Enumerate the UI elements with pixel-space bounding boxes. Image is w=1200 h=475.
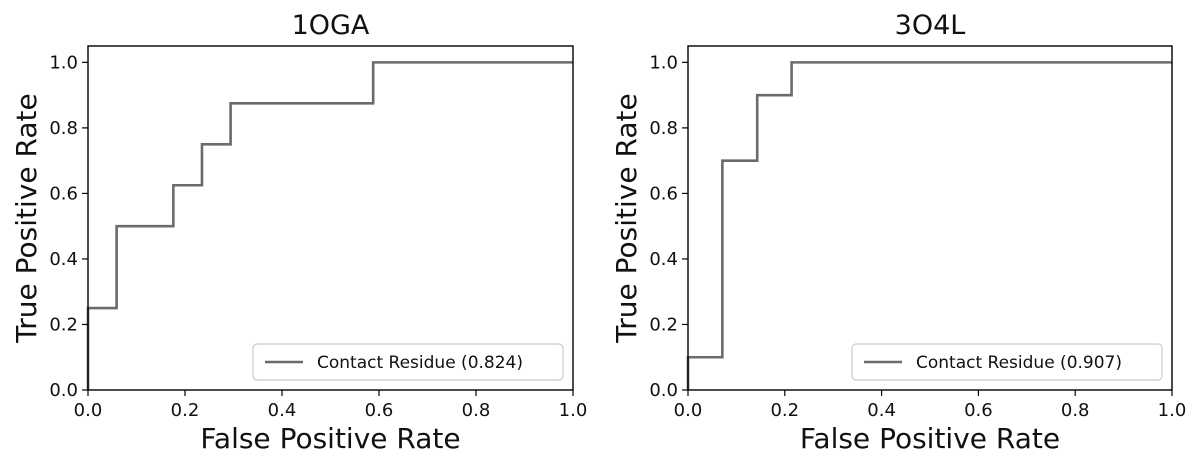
legend: Contact Residue (0.907) (851, 343, 1163, 381)
x-tick-label: 0.8 (462, 400, 491, 421)
x-tick-label: 0.4 (268, 400, 297, 421)
y-tick-label: 0.8 (649, 118, 678, 139)
roc-panel-3o4l: 3O4L 0.0 0.2 0.4 0.6 0.8 1.0 0.0 0.2 0.4 0.6 0.8 1.0… (610, 10, 1186, 455)
series-line-0 (686, 61, 1172, 390)
y-tick-label: 0.0 (49, 380, 78, 401)
legend-box (252, 343, 564, 381)
y-tick-label: 0.0 (649, 380, 678, 401)
legend: Contact Residue (0.824) (252, 343, 564, 381)
y-axis-label: True Positive Rate (10, 93, 43, 343)
series-line-0 (86, 61, 573, 390)
y-tick-label: 0.8 (49, 118, 78, 139)
y-tick-label: 0.2 (649, 314, 678, 335)
legend-label: Contact Residue (0.824) (317, 353, 523, 373)
x-axis-label: False Positive Rate (800, 422, 1060, 455)
y-tick-label: 0.6 (649, 183, 678, 204)
plot-frame (87, 45, 574, 391)
y-tick-label: 1.0 (49, 52, 78, 73)
chart-title: 1OGA (292, 10, 370, 41)
x-axis-label: False Positive Rate (200, 422, 460, 455)
x-tick-label: 0.0 (674, 400, 703, 421)
chart-title: 3O4L (895, 10, 966, 41)
x-tick-label: 0.4 (867, 400, 896, 421)
x-tick-label: 0.0 (74, 400, 103, 421)
x-tick-label: 0.2 (171, 400, 200, 421)
roc-panel-1oga: 1OGA 0.0 0.2 0.4 0.6 0.8 1.0 0.0 0.2 0.4 0.6 0.8 1.0… (10, 10, 587, 455)
y-tick-label: 0.4 (49, 249, 78, 270)
x-tick-label: 0.2 (770, 400, 799, 421)
y-tick-label: 0.4 (649, 249, 678, 270)
x-tick-label: 0.6 (365, 400, 394, 421)
x-tick-label: 0.6 (964, 400, 993, 421)
legend-box (851, 343, 1163, 381)
y-tick-label: 0.2 (49, 314, 78, 335)
x-tick-label: 0.8 (1061, 400, 1090, 421)
x-tick-label: 1.0 (559, 400, 588, 421)
y-axis-label: True Positive Rate (610, 93, 643, 343)
x-tick-label: 1.0 (1158, 400, 1187, 421)
plot-frame (687, 45, 1173, 391)
y-tick-label: 1.0 (649, 52, 678, 73)
legend-label: Contact Residue (0.907) (916, 353, 1122, 373)
y-tick-label: 0.6 (49, 183, 78, 204)
